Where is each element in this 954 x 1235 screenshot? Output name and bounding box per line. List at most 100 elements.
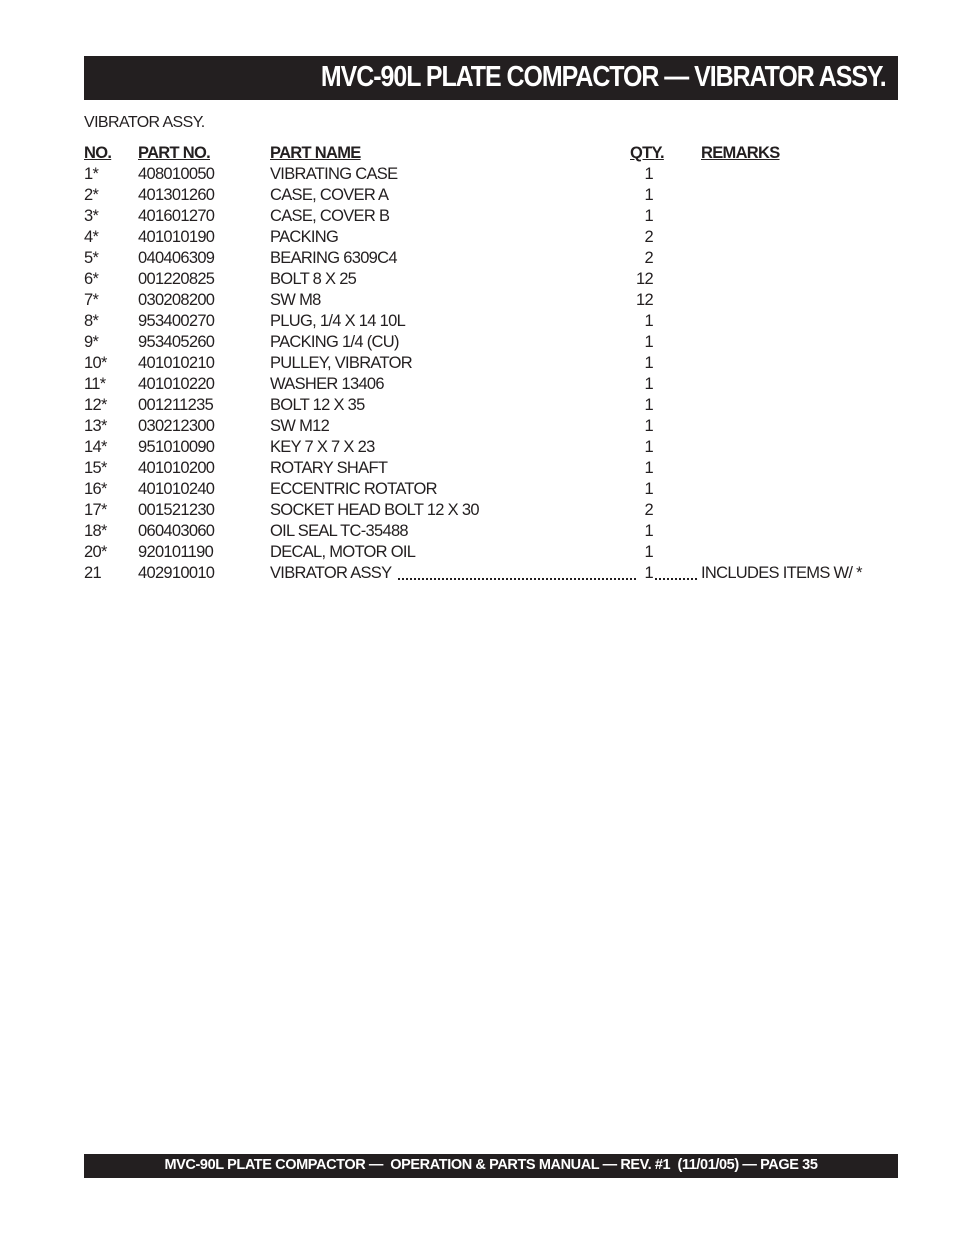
dot-leader — [655, 578, 697, 580]
part-no: 001521230 — [138, 501, 215, 519]
table-row: 21 402910010 VIBRATOR ASSY 1 INCLUDES ITEMS … — [0, 564, 954, 585]
part-no: 030212300 — [138, 417, 215, 435]
table-row: 17* 001521230 SOCKET HEAD BOLT 12 X 30 2 — [0, 501, 954, 522]
part-no: 951010090 — [138, 438, 215, 456]
part-no: 953405260 — [138, 333, 215, 351]
part-no: 040406309 — [138, 249, 215, 267]
page-title: MVC-90L PLATE COMPACTOR — VIBRATOR ASSY. — [321, 61, 887, 93]
table-row: 15* 401010200 ROTARY SHAFT 1 — [0, 459, 954, 480]
item-no: 8* — [84, 312, 99, 330]
table-row: 9* 953405260 PACKING 1/4 (CU) 1 — [0, 333, 954, 354]
table-row: 5* 040406309 BEARING 6309C4 2 — [0, 249, 954, 270]
item-no: 17* — [84, 501, 107, 519]
part-name: SOCKET HEAD BOLT 12 X 30 — [270, 501, 479, 519]
qty: 12 — [636, 270, 654, 288]
qty: 1 — [644, 438, 654, 456]
qty: 1 — [644, 165, 654, 183]
item-no: 20* — [84, 543, 107, 561]
item-no: 16* — [84, 480, 107, 498]
qty: 1 — [644, 564, 654, 582]
part-name: VIBRATING CASE — [270, 165, 398, 183]
part-name: WASHER 13406 — [270, 375, 385, 393]
table-row: 8* 953400270 PLUG, 1/4 X 14 10L 1 — [0, 312, 954, 333]
item-no: 3* — [84, 207, 99, 225]
item-no: 13* — [84, 417, 107, 435]
qty: 1 — [644, 207, 654, 225]
qty: 2 — [644, 249, 654, 267]
part-name: PACKING — [270, 228, 339, 246]
remarks: INCLUDES ITEMS W/ * — [701, 564, 863, 582]
table-row: 7* 030208200 SW M8 12 — [0, 291, 954, 312]
item-no: 10* — [84, 354, 107, 372]
item-no: 12* — [84, 396, 107, 414]
part-name: BOLT 12 X 35 — [270, 396, 365, 414]
col-part-no: PART NO. — [138, 144, 211, 162]
table-row: 10* 401010210 PULLEY, VIBRATOR 1 — [0, 354, 954, 375]
item-no: 9* — [84, 333, 99, 351]
item-no: 21 — [84, 564, 102, 582]
part-name: ECCENTRIC ROTATOR — [270, 480, 438, 498]
table-row: 3* 401601270 CASE, COVER B 1 — [0, 207, 954, 228]
item-no: 15* — [84, 459, 107, 477]
table-row: 13* 030212300 SW M12 1 — [0, 417, 954, 438]
table-row: 16* 401010240 ECCENTRIC ROTATOR 1 — [0, 480, 954, 501]
part-no: 408010050 — [138, 165, 215, 183]
col-remarks: REMARKS — [701, 144, 780, 162]
qty: 1 — [644, 375, 654, 393]
col-qty: QTY. — [630, 144, 665, 162]
item-no: 5* — [84, 249, 99, 267]
qty: 1 — [644, 186, 654, 204]
table-row: 14* 951010090 KEY 7 X 7 X 23 1 — [0, 438, 954, 459]
qty: 1 — [644, 333, 654, 351]
part-no: 401010210 — [138, 354, 215, 372]
part-name: BEARING 6309C4 — [270, 249, 398, 267]
part-name: PULLEY, VIBRATOR — [270, 354, 413, 372]
item-no: 7* — [84, 291, 99, 309]
item-no: 1* — [84, 165, 99, 183]
part-no: 060403060 — [138, 522, 215, 540]
part-name: SW M8 — [270, 291, 321, 309]
part-no: 401301260 — [138, 186, 215, 204]
item-no: 14* — [84, 438, 107, 456]
part-no: 401601270 — [138, 207, 215, 225]
part-no: 953400270 — [138, 312, 215, 330]
table-row: 4* 401010190 PACKING 2 — [0, 228, 954, 249]
table-row: 2* 401301260 CASE, COVER A 1 — [0, 186, 954, 207]
qty: 1 — [644, 396, 654, 414]
part-no: 001211235 — [138, 396, 214, 414]
part-no: 401010200 — [138, 459, 215, 477]
qty: 1 — [644, 354, 654, 372]
table-row: 18* 060403060 OIL SEAL TC-35488 1 — [0, 522, 954, 543]
part-name: OIL SEAL TC-35488 — [270, 522, 409, 540]
part-no: 401010220 — [138, 375, 215, 393]
part-name: DECAL, MOTOR OIL — [270, 543, 416, 561]
section-title: VIBRATOR ASSY. — [84, 114, 205, 131]
dot-leader — [398, 578, 636, 580]
table-row: 12* 001211235 BOLT 12 X 35 1 — [0, 396, 954, 417]
footer-text: MVC-90L PLATE COMPACTOR — OPERATION & PA… — [164, 1157, 818, 1173]
item-no: 6* — [84, 270, 99, 288]
part-no: 401010190 — [138, 228, 215, 246]
col-part-name: PART NAME — [270, 144, 361, 162]
page-title-bar: MVC-90L PLATE COMPACTOR — VIBRATOR ASSY. — [84, 56, 898, 100]
part-name: BOLT 8 X 25 — [270, 270, 357, 288]
part-name: SW M12 — [270, 417, 330, 435]
qty: 2 — [644, 501, 654, 519]
table-row: 1* 408010050 VIBRATING CASE 1 — [0, 165, 954, 186]
part-no: 401010240 — [138, 480, 215, 498]
qty: 1 — [644, 522, 654, 540]
part-name: VIBRATOR ASSY — [270, 564, 392, 582]
footer-bar: MVC-90L PLATE COMPACTOR — OPERATION & PA… — [84, 1154, 898, 1178]
col-no: NO. — [84, 144, 112, 162]
part-no: 001220825 — [138, 270, 215, 288]
qty: 1 — [644, 417, 654, 435]
part-name: CASE, COVER A — [270, 186, 389, 204]
part-name: ROTARY SHAFT — [270, 459, 388, 477]
part-no: 030208200 — [138, 291, 215, 309]
qty: 2 — [644, 228, 654, 246]
part-name: KEY 7 X 7 X 23 — [270, 438, 375, 456]
qty: 1 — [644, 312, 654, 330]
item-no: 2* — [84, 186, 99, 204]
qty: 1 — [644, 480, 654, 498]
qty: 12 — [636, 291, 654, 309]
